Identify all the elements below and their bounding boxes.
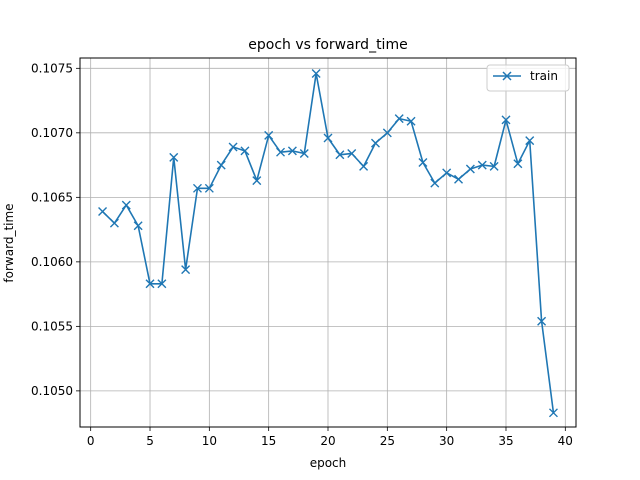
x-tick-label: 20 <box>320 434 335 448</box>
data-point <box>121 200 131 210</box>
legend: train <box>486 64 570 92</box>
data-point <box>228 142 238 152</box>
x-tick-label: 5 <box>146 434 154 448</box>
data-point <box>430 178 440 188</box>
data-point <box>169 152 179 162</box>
x-tick-label: 30 <box>439 434 454 448</box>
data-point <box>406 116 416 126</box>
data-point <box>347 148 357 158</box>
data-point <box>382 128 392 138</box>
y-tick-label: 0.1055 <box>31 319 73 333</box>
legend-marker-train <box>502 71 512 81</box>
data-point <box>264 130 274 140</box>
data-point <box>513 159 523 169</box>
data-point <box>276 147 286 157</box>
data-point <box>145 279 155 289</box>
data-point <box>477 160 487 170</box>
x-axis-ticks: 0 5 10 15 20 25 30 35 40 <box>87 427 573 448</box>
data-point <box>359 161 369 171</box>
data-point <box>323 133 333 143</box>
data-point <box>192 183 202 193</box>
chart-title: epoch vs forward_time <box>248 37 407 53</box>
x-tick-label: 15 <box>261 434 276 448</box>
y-axis-ticks: 0.1050 0.1055 0.1060 0.1065 0.1070 0.1075 <box>31 61 80 398</box>
data-point <box>418 158 428 168</box>
x-tick-label: 10 <box>202 434 217 448</box>
y-tick-label: 0.1075 <box>31 61 73 75</box>
y-tick-label: 0.1070 <box>31 126 73 140</box>
data-point <box>133 221 143 231</box>
data-point <box>525 136 535 146</box>
y-tick-label: 0.1050 <box>31 384 73 398</box>
data-point <box>489 161 499 171</box>
data-point <box>252 176 262 186</box>
data-point <box>394 114 404 124</box>
data-point <box>454 174 464 184</box>
data-point <box>109 218 119 228</box>
data-point <box>311 68 321 78</box>
data-point <box>240 146 250 156</box>
x-tick-label: 0 <box>87 434 95 448</box>
data-point <box>98 207 108 217</box>
x-tick-label: 25 <box>380 434 395 448</box>
data-point <box>204 183 214 193</box>
y-axis-label: forward_time <box>2 203 16 282</box>
data-point <box>537 316 547 326</box>
series-layer <box>98 68 558 418</box>
data-point <box>465 164 475 174</box>
data-point <box>157 279 167 289</box>
data-point <box>501 115 511 125</box>
data-point <box>181 265 191 275</box>
data-point <box>216 160 226 170</box>
legend-label-train: train <box>530 69 558 83</box>
y-tick-label: 0.1065 <box>31 190 73 204</box>
data-point <box>335 150 345 160</box>
y-tick-label: 0.1060 <box>31 255 73 269</box>
data-point <box>548 408 558 418</box>
data-point <box>370 138 380 148</box>
legend-box <box>486 64 570 92</box>
data-point <box>287 146 297 156</box>
x-tick-label: 40 <box>558 434 573 448</box>
x-tick-label: 35 <box>498 434 513 448</box>
x-axis-label: epoch <box>310 456 347 470</box>
data-point <box>299 148 309 158</box>
data-point <box>442 168 452 178</box>
